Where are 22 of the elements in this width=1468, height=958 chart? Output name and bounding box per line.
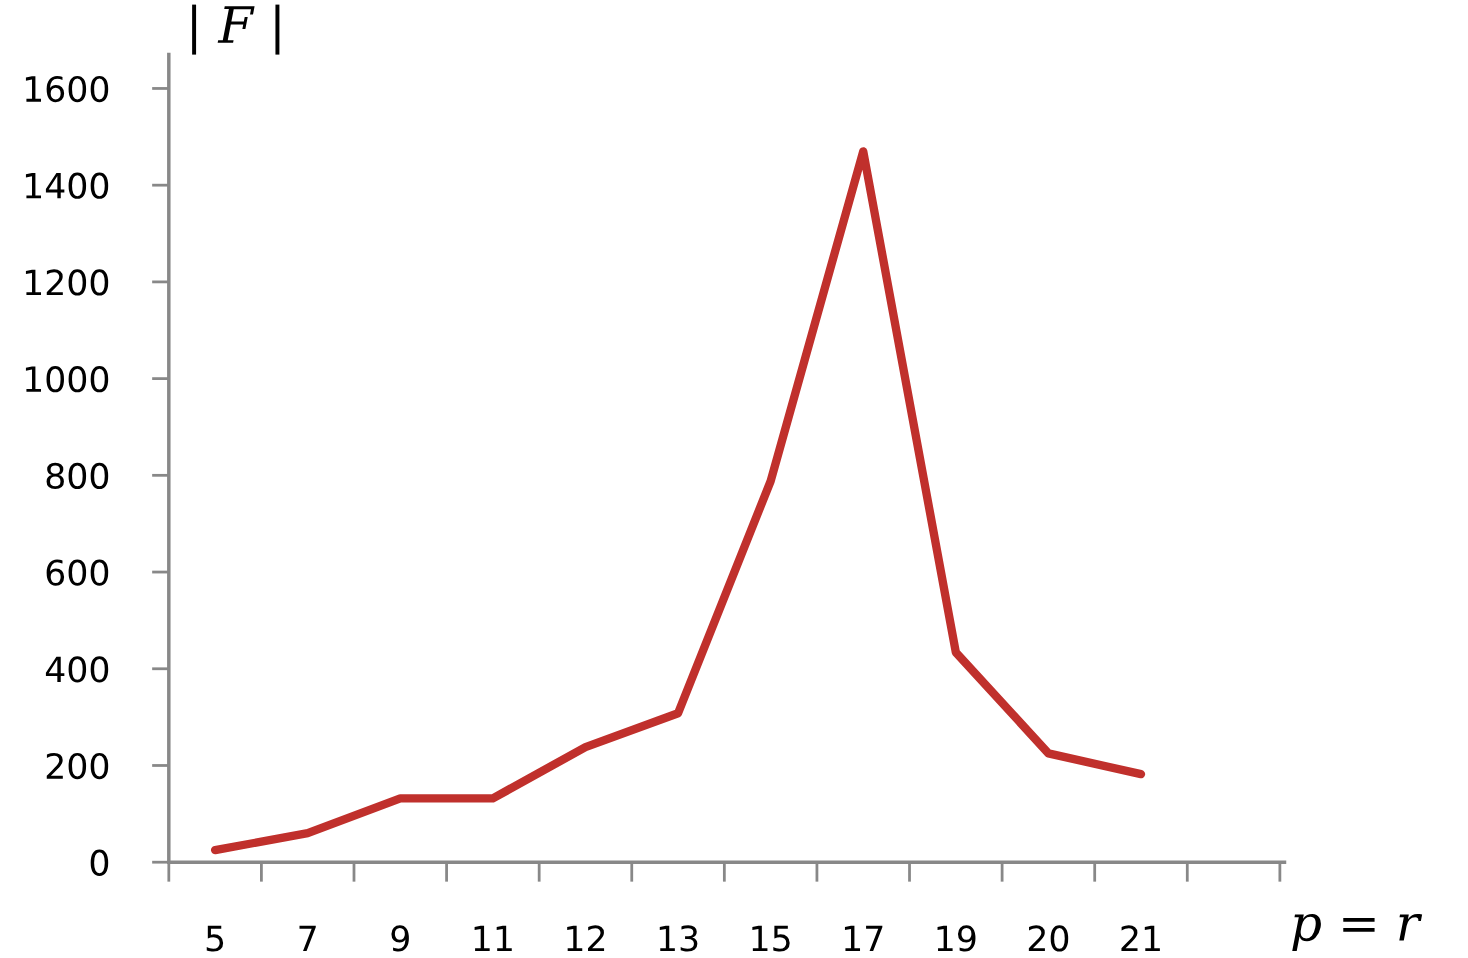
x-tick-label: 17 [844,925,883,952]
x-tick-label: 13 [659,925,698,952]
y-tick-label: 1200 [25,269,109,296]
y-tick-label: 1000 [25,366,109,393]
y-tick-label: 400 [45,656,109,683]
y-tick-label: 0 [90,849,109,876]
x-axis-title: p = r [1292,913,1423,951]
y-axis-title: | F | [192,4,280,55]
x-tick-label: 19 [937,925,976,952]
x-tick-label: 20 [1028,925,1069,952]
x-tick-label: 5 [206,925,224,952]
y-tick-label: 800 [46,462,109,490]
y-tick-label: 1400 [25,172,109,199]
y-tick-label: 600 [46,559,109,586]
x-tick-label: 11 [474,925,512,952]
x-tick-label: 15 [752,925,790,952]
x-tick-label: 9 [391,925,409,952]
x-tick-label: 7 [299,925,316,952]
x-tick-label: 21 [1121,925,1160,952]
x-tick-label: 12 [567,925,605,952]
y-tick-label: 200 [46,752,109,780]
y-tick-label: 1600 [25,75,109,103]
